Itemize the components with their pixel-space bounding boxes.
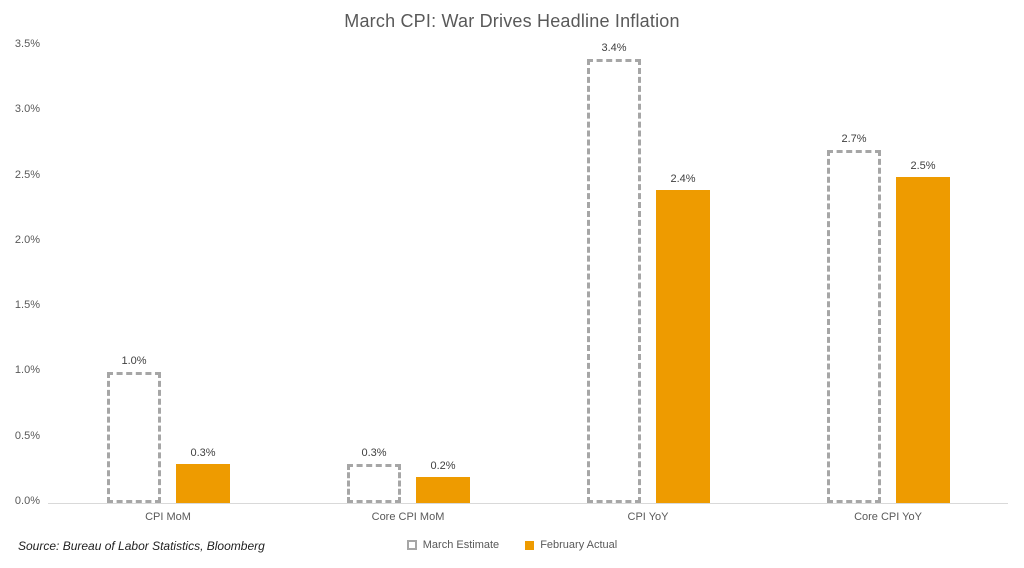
source-note: Source: Bureau of Labor Statistics, Bloo… xyxy=(18,539,265,553)
legend: March Estimate February Actual xyxy=(0,539,1024,551)
orange-square-legend-icon xyxy=(525,540,535,550)
category-label-cpi-yoy: CPI YoY xyxy=(627,511,669,523)
y-tick-label: 2.5% xyxy=(14,168,40,181)
category-label-cpi-mom: CPI MoM xyxy=(145,511,191,523)
y-tick-label: 0.5% xyxy=(14,429,40,442)
legend-label-february-actual: February Actual xyxy=(540,539,618,551)
value-label-cpi-yoy-estimate: 3.4% xyxy=(601,42,627,54)
category-label-core-cpi-yoy: Core CPI YoY xyxy=(854,511,922,523)
legend-label-march-estimate: March Estimate xyxy=(422,539,500,551)
legend-item-march-estimate: March Estimate xyxy=(406,539,500,551)
estimate-bar-core-cpi-yoy xyxy=(827,150,881,503)
value-label-cpi-mom-estimate: 1.0% xyxy=(121,355,147,367)
actual-bar-cpi-yoy xyxy=(656,190,710,503)
estimate-bar-cpi-yoy xyxy=(587,59,641,503)
value-label-core-cpi-mom-actual: 0.2% xyxy=(430,460,456,472)
estimate-bar-core-cpi-mom xyxy=(347,464,401,503)
y-tick-label: 3.0% xyxy=(14,103,40,116)
actual-bar-core-cpi-mom xyxy=(416,477,470,503)
value-label-core-cpi-yoy-actual: 2.5% xyxy=(910,160,936,172)
category-label-core-cpi-mom: Core CPI MoM xyxy=(371,511,445,523)
value-label-cpi-yoy-actual: 2.4% xyxy=(670,173,696,185)
legend-item-february-actual: February Actual xyxy=(525,539,617,551)
actual-bar-cpi-mom xyxy=(176,464,230,503)
y-tick-label: 1.5% xyxy=(14,299,40,312)
value-label-cpi-mom-actual: 0.3% xyxy=(190,447,216,459)
dashed-bar-legend-icon xyxy=(406,540,417,550)
y-tick-label: 1.0% xyxy=(14,364,40,377)
y-tick-label: 0.0% xyxy=(14,495,40,507)
estimate-bar-cpi-mom xyxy=(107,372,161,503)
value-label-core-cpi-yoy-estimate: 2.7% xyxy=(841,133,867,145)
value-label-core-cpi-mom-estimate: 0.3% xyxy=(361,447,387,459)
chart-title: March CPI: War Drives Headline Inflation xyxy=(344,11,680,31)
plot-area: 1.0% 0.3% 0.3% 0.2% 3.4% 2.4% 2.7% 2.5% xyxy=(48,42,1008,504)
y-tick-label: 3.5% xyxy=(14,38,40,50)
actual-bar-core-cpi-yoy xyxy=(896,177,950,503)
y-tick-label: 2.0% xyxy=(14,233,40,246)
